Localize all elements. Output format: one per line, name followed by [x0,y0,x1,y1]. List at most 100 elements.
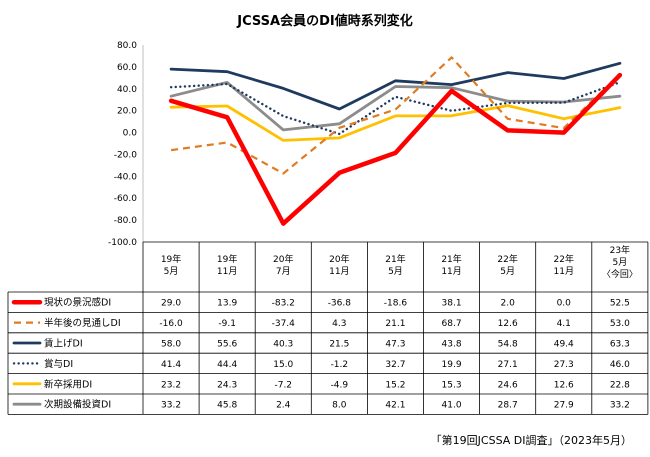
data-cell: 27.3 [554,360,574,370]
data-cell: -1.2 [331,360,349,370]
x-category-label: 23年 [610,244,630,256]
data-cell: 40.3 [273,340,293,350]
data-cell: 15.0 [273,360,293,370]
x-category-label: 22年 [554,253,574,265]
data-cell: 27.1 [498,360,518,370]
data-cell: 33.2 [161,401,181,411]
data-cell: 15.3 [442,380,462,390]
data-cell: 63.3 [610,340,630,350]
data-cell: -18.6 [384,299,408,309]
x-category-label: 22年 [497,253,517,265]
data-cell: 32.7 [385,360,405,370]
x-category-label: 11月 [441,266,461,277]
y-tick-label: 20.0 [117,107,137,117]
y-axis: 80.0 60.0 40.0 20.0 0.0 -20.0 -40.0 -60.0 -80.0 -… [108,41,144,248]
data-cell: 23.2 [161,380,181,390]
x-category-label: 5月 [500,266,515,277]
data-cell: 13.9 [217,299,237,309]
data-cell: 21.1 [385,319,405,329]
data-cell: 12.6 [498,319,518,329]
x-category-label: 20年 [273,253,293,265]
data-cell: -9.1 [218,319,236,329]
data-cell: 55.6 [217,340,237,350]
data-cell: -83.2 [272,299,295,309]
legend-label-3: 賞与DI [44,358,73,370]
legend-label-0: 現状の景況感DI [44,297,111,309]
legend-label-1: 半年後の見通しDI [44,317,121,329]
y-tick-label: -80.0 [114,216,138,226]
data-cell: -4.9 [331,380,349,390]
data-cell: 8.0 [332,401,347,411]
x-category-label: 11月 [329,266,349,277]
data-cell: 52.5 [610,299,630,309]
data-cell: 29.0 [161,299,181,309]
x-category-label: 19年 [217,253,237,265]
data-cell: 24.6 [498,380,518,390]
series-lines [168,56,623,226]
data-cell: 41.4 [161,360,181,370]
x-category-label: 20年 [329,253,349,265]
data-cell: 46.0 [610,360,630,370]
data-cell: 43.8 [442,340,462,350]
data-cell: 42.1 [385,401,405,411]
data-table: 19年5月19年11月20年7月20年11月21年5月21年11月22年5月22… [7,241,649,415]
data-cell: 15.2 [385,380,405,390]
data-cell: 53.0 [610,319,630,329]
data-cell: 22.8 [610,380,630,390]
series-line-4 [169,104,622,142]
data-cell: 2.4 [276,401,291,411]
x-category-label: 21年 [385,253,405,265]
data-cell: 58.0 [161,340,181,350]
data-cell: 0.0 [557,299,572,309]
data-cell: 44.4 [217,360,237,370]
data-cell: 2.0 [500,299,515,309]
series-line-3 [169,80,622,136]
chart-title: JCSSA会員のDI値時系列変化 [237,14,413,29]
source-note: 「第19回JCSSA DI調査」（2023年5月） [430,434,632,447]
x-category-label: 5月 [612,257,627,268]
legend-label-5: 次期設備投資DI [44,399,111,411]
series-line-5 [169,81,622,132]
data-cell: 41.0 [442,401,462,411]
y-tick-label: -40.0 [114,172,138,182]
data-cell: 54.8 [498,340,518,350]
x-category-label: 11月 [217,266,237,277]
y-tick-label: -100.0 [108,238,137,248]
data-cell: 45.8 [217,401,237,411]
legend-label-2: 賃上げDI [44,338,83,350]
y-tick-label: -20.0 [114,150,138,160]
data-cell: 4.3 [332,319,346,329]
data-cell: -36.8 [328,299,352,309]
data-cell: 24.3 [217,380,237,390]
x-category-label: 7月 [276,266,291,277]
x-category-label: 5月 [388,266,403,277]
y-tick-label: 80.0 [117,41,137,51]
data-cell: 49.4 [554,340,574,350]
data-cell: 12.6 [554,380,574,390]
data-cell: 68.7 [442,319,462,329]
series-line-0 [168,72,623,226]
x-category-label: 〈今回〉 [602,268,638,280]
data-cell: -7.2 [274,380,292,390]
data-cell: 33.2 [610,401,630,411]
data-cell: 28.7 [498,401,518,411]
data-cell: 27.9 [554,401,574,411]
series-line-2 [169,61,622,111]
x-category-label: 19年 [161,253,181,265]
y-tick-label: 0.0 [123,129,138,139]
x-category-label: 11月 [554,266,574,277]
data-cell: 4.1 [557,319,571,329]
y-tick-label: 60.0 [117,63,137,73]
y-tick-label: 40.0 [117,85,137,95]
data-cell: -16.0 [159,319,183,329]
x-category-label: 5月 [164,266,179,277]
y-tick-label: -60.0 [114,194,138,204]
data-cell: 38.1 [442,299,462,309]
data-cell: 19.9 [442,360,462,370]
data-cell: 21.5 [329,340,349,350]
x-category-label: 21年 [441,253,461,265]
legend-label-4: 新卒採用DI [44,378,92,390]
data-cell: -37.4 [272,319,296,329]
data-cell: 47.3 [385,340,405,350]
